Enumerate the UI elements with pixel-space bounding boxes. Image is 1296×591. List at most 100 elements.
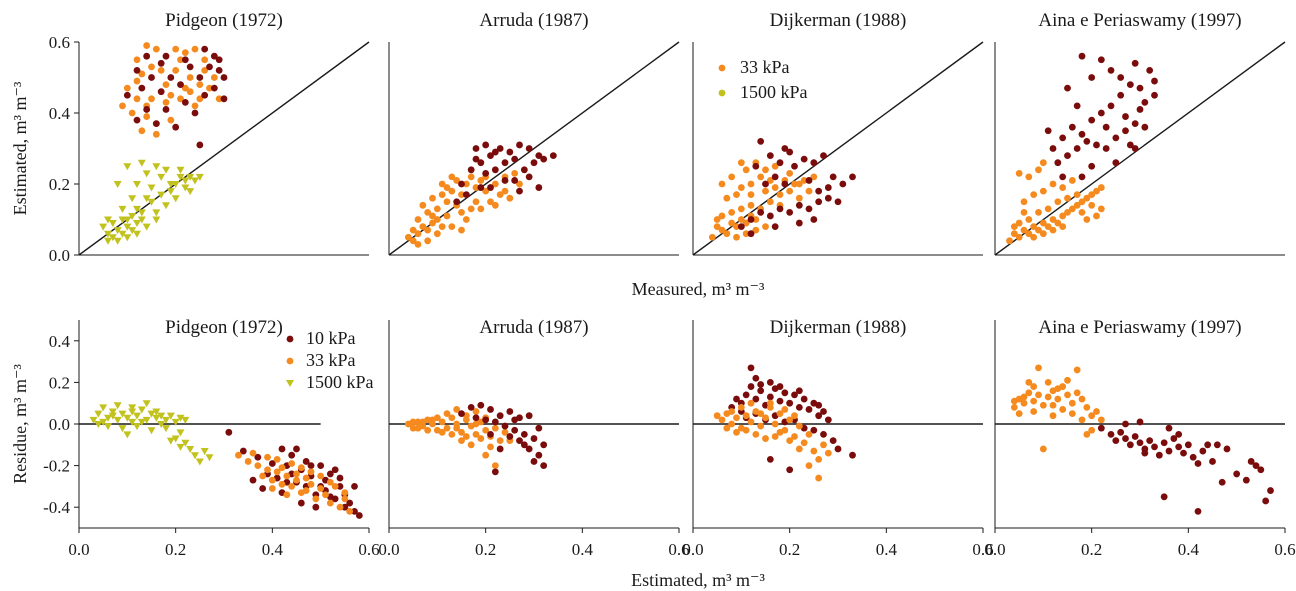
data-point bbox=[496, 437, 504, 445]
data-point bbox=[94, 421, 103, 428]
data-point bbox=[235, 451, 242, 459]
data-point bbox=[171, 181, 180, 188]
data-point bbox=[1064, 391, 1071, 399]
data-point bbox=[467, 441, 475, 449]
data-point bbox=[307, 468, 315, 476]
data-point bbox=[1064, 194, 1071, 202]
data-point bbox=[326, 470, 334, 478]
data-point bbox=[733, 395, 740, 403]
data-point bbox=[133, 56, 141, 64]
data-point bbox=[791, 433, 798, 440]
data-point bbox=[824, 184, 832, 191]
data-point bbox=[458, 191, 465, 199]
data-point bbox=[1044, 223, 1052, 231]
data-point bbox=[336, 503, 344, 511]
data-point bbox=[1073, 145, 1081, 152]
data-point bbox=[467, 403, 475, 411]
data-point bbox=[491, 462, 499, 469]
top-x-axis-label: Measured, m³ m⁻³ bbox=[632, 279, 765, 299]
data-point bbox=[249, 449, 257, 457]
data-point bbox=[1039, 159, 1047, 167]
data-point bbox=[1160, 493, 1168, 501]
x-tick-label: 0.0 bbox=[378, 540, 399, 559]
data-point bbox=[472, 420, 480, 428]
data-point bbox=[162, 81, 170, 88]
data-point bbox=[467, 205, 475, 213]
data-point bbox=[786, 466, 794, 474]
data-point bbox=[1078, 416, 1086, 424]
data-point bbox=[429, 219, 436, 227]
data-point bbox=[737, 216, 745, 223]
data-point bbox=[177, 95, 184, 103]
data-point bbox=[137, 209, 146, 217]
data-point bbox=[786, 399, 794, 407]
data-point bbox=[472, 184, 480, 191]
data-point bbox=[1078, 209, 1086, 216]
data-point bbox=[516, 187, 523, 195]
panels-group: Pidgeon (1972) 0.0 0.2 0.4 0.6 Estimated, m³ … bbox=[10, 10, 1296, 559]
x-tick-label: 0.2 bbox=[779, 540, 800, 559]
data-point bbox=[540, 155, 548, 163]
data-point bbox=[443, 410, 451, 417]
data-point bbox=[414, 418, 422, 426]
data-point bbox=[1025, 379, 1033, 386]
data-point bbox=[482, 169, 490, 177]
data-point bbox=[278, 445, 286, 453]
data-point bbox=[143, 106, 151, 113]
panel-title: Pidgeon (1972) bbox=[165, 317, 283, 338]
data-point bbox=[742, 166, 750, 174]
data-point bbox=[133, 77, 141, 85]
data-point bbox=[771, 173, 779, 181]
data-point bbox=[414, 230, 422, 238]
series-s10kPa bbox=[737, 138, 856, 238]
data-point bbox=[752, 216, 760, 223]
data-point bbox=[142, 416, 151, 424]
data-point bbox=[206, 63, 213, 71]
data-point bbox=[196, 95, 204, 103]
data-point bbox=[283, 472, 291, 480]
data-point bbox=[181, 49, 189, 57]
data-point bbox=[1194, 507, 1202, 515]
one-to-one-line bbox=[994, 41, 1286, 256]
data-point bbox=[1039, 219, 1047, 227]
data-point bbox=[1049, 216, 1057, 223]
data-point bbox=[118, 230, 127, 238]
data-point bbox=[458, 226, 465, 234]
data-point bbox=[800, 439, 808, 447]
data-point bbox=[210, 84, 218, 92]
data-point bbox=[186, 445, 195, 453]
data-point bbox=[800, 395, 808, 403]
data-point bbox=[491, 166, 499, 174]
x-tick-label: 0.4 bbox=[572, 540, 594, 559]
data-point bbox=[453, 198, 461, 206]
panel-top-dijkerman-1988: Dijkerman (1988) bbox=[692, 10, 984, 256]
data-point bbox=[152, 45, 160, 53]
data-point bbox=[171, 435, 180, 443]
x-tick-label: 0.2 bbox=[475, 540, 496, 559]
data-point bbox=[331, 483, 339, 490]
data-point bbox=[747, 201, 755, 209]
x-tick-label: 0.6 bbox=[358, 540, 379, 559]
data-point bbox=[501, 428, 509, 436]
data-point bbox=[737, 205, 745, 213]
y-tick-label: 0.4 bbox=[49, 104, 71, 123]
data-point bbox=[834, 198, 842, 206]
data-point bbox=[123, 163, 132, 171]
data-point bbox=[128, 109, 136, 117]
data-point bbox=[133, 116, 141, 124]
data-point bbox=[1146, 67, 1154, 74]
data-point bbox=[1073, 201, 1081, 209]
data-point bbox=[1088, 74, 1096, 81]
data-point bbox=[1180, 449, 1187, 457]
data-point bbox=[549, 152, 557, 160]
data-point bbox=[472, 408, 480, 415]
data-point bbox=[288, 460, 296, 467]
data-point bbox=[1039, 230, 1047, 238]
data-point bbox=[530, 458, 538, 465]
data-point bbox=[540, 462, 548, 469]
data-point bbox=[147, 184, 156, 192]
data-point bbox=[1059, 406, 1067, 413]
data-point bbox=[123, 414, 132, 422]
data-point bbox=[1083, 403, 1091, 411]
data-point bbox=[535, 451, 543, 459]
